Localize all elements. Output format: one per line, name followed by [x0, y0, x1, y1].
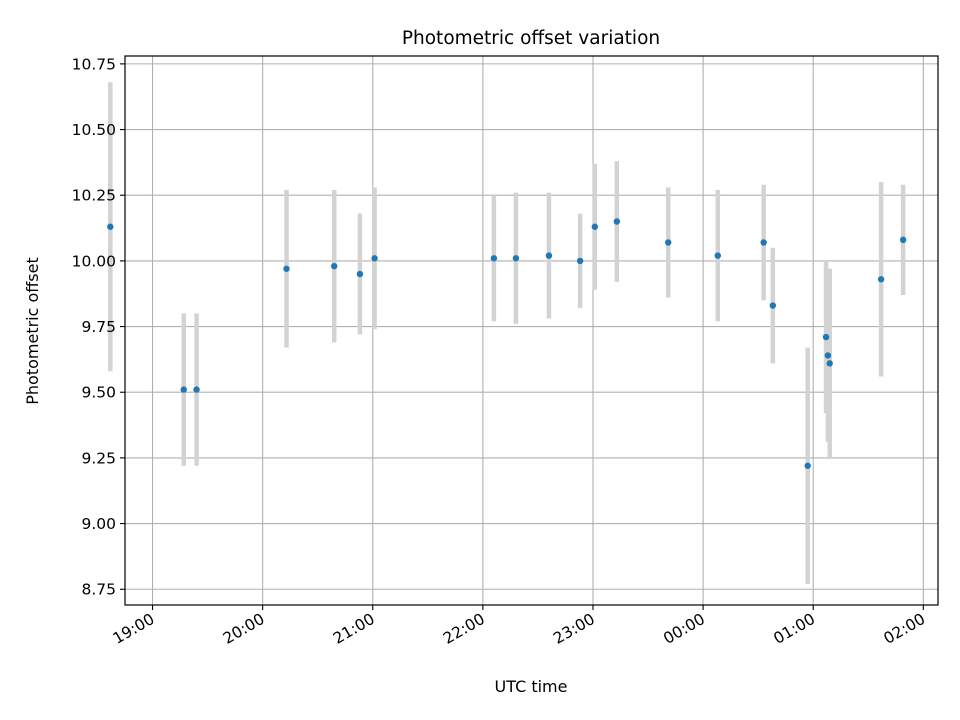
data-point — [545, 252, 553, 259]
data-point — [613, 218, 621, 225]
data-point — [826, 360, 833, 367]
plot-frame — [124, 55, 939, 606]
data-point — [193, 386, 200, 393]
data-point — [512, 255, 520, 262]
y-tick-label: 8.75 — [81, 581, 116, 599]
data-point — [665, 239, 672, 246]
y-tick-label: 9.75 — [81, 318, 116, 336]
data-point — [714, 252, 721, 259]
data-point — [107, 223, 114, 230]
data-point — [371, 255, 378, 262]
data-point — [804, 462, 811, 469]
data-point — [591, 223, 599, 230]
data-point — [356, 270, 364, 278]
y-axis-title: Photometric offset — [23, 257, 42, 405]
data-point — [899, 236, 907, 244]
data-point — [283, 265, 290, 272]
data-points — [107, 218, 907, 469]
y-tick-label: 9.25 — [81, 449, 116, 467]
data-point — [877, 276, 885, 283]
grid — [125, 56, 938, 605]
data-point — [576, 257, 584, 265]
data-point — [180, 386, 187, 393]
y-tick-label: 9.00 — [81, 515, 116, 533]
data-point — [331, 262, 338, 270]
data-point — [824, 352, 832, 359]
data-point — [822, 333, 830, 341]
y-tick-label: 10.25 — [72, 187, 116, 205]
chart-title: Photometric offset variation — [402, 28, 660, 49]
data-point — [760, 239, 767, 246]
data-point — [490, 255, 498, 262]
y-tick-label: 10.50 — [72, 121, 116, 139]
x-axis-title: UTC time — [495, 677, 568, 696]
data-point — [769, 302, 777, 309]
y-tick-label: 10.75 — [72, 55, 116, 73]
y-tick-label: 10.00 — [72, 252, 116, 270]
y-tick-label: 9.50 — [81, 384, 116, 402]
y-axis-ticks: 8.75 9.00 9.25 9.50 9.75 10.00 10.25 10.50 10.75 — [72, 55, 125, 599]
